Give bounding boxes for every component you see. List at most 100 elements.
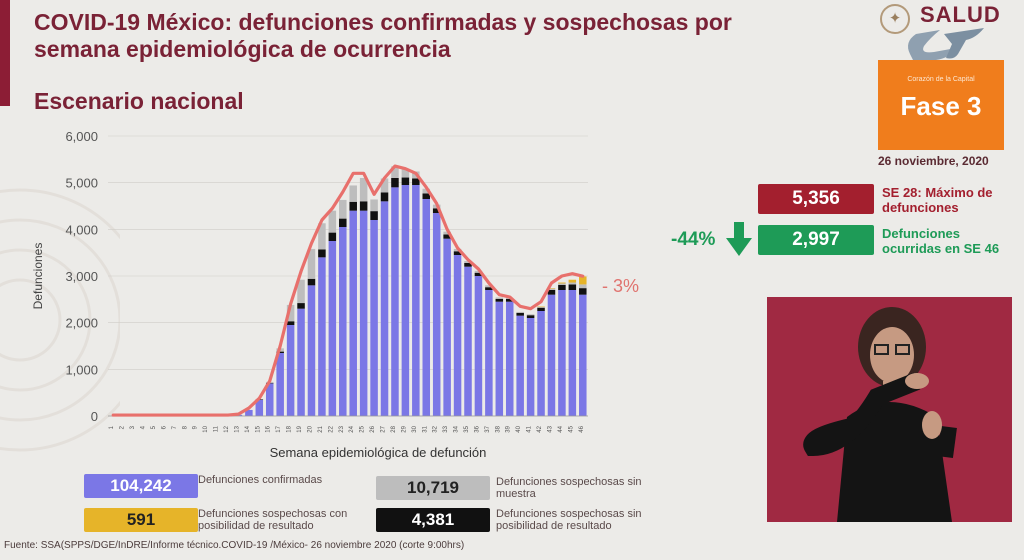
bar-segment bbox=[276, 353, 284, 416]
x-tick-label: 11 bbox=[214, 425, 220, 432]
x-tick-label: 19 bbox=[297, 425, 303, 432]
bar-segment bbox=[265, 383, 274, 416]
bar-segment bbox=[568, 279, 577, 283]
x-tick-label: 9 bbox=[193, 425, 199, 429]
bar-segment bbox=[349, 185, 357, 202]
bar-segment bbox=[495, 298, 504, 302]
bar-segment bbox=[443, 234, 451, 239]
bar-segment bbox=[558, 290, 566, 416]
bar-segment bbox=[359, 178, 368, 202]
x-tick-label: 5 bbox=[151, 425, 157, 429]
x-tick-label: 6 bbox=[161, 425, 167, 429]
x-tick-label: 46 bbox=[579, 425, 585, 432]
x-tick-label: 36 bbox=[474, 425, 480, 432]
y-tick-label: 0 bbox=[91, 409, 98, 424]
x-tick-label: 26 bbox=[370, 425, 376, 432]
x-tick-label: 38 bbox=[495, 425, 501, 432]
bar-segment bbox=[391, 178, 399, 188]
bar-segment bbox=[391, 187, 399, 416]
bar-segment bbox=[422, 188, 431, 194]
bar-segment bbox=[495, 297, 504, 299]
bar-segment bbox=[537, 311, 545, 416]
total-line bbox=[111, 164, 585, 417]
bar-segment bbox=[286, 325, 295, 416]
bar-segment bbox=[401, 177, 410, 185]
bar-segment bbox=[453, 255, 462, 416]
bar-segment bbox=[547, 288, 556, 290]
x-tick-label: 37 bbox=[485, 425, 491, 432]
legend-confirmed-value: 104,242 bbox=[84, 474, 198, 498]
bar-segment bbox=[558, 282, 566, 284]
x-tick-label: 10 bbox=[203, 425, 209, 432]
legend-possible-value: 591 bbox=[84, 508, 198, 532]
x-tick-label: 40 bbox=[516, 425, 522, 432]
x-tick-label: 28 bbox=[391, 425, 397, 432]
bar-segment bbox=[307, 285, 316, 416]
legend-no-sample-label: Defunciones sospechosas sin muestra bbox=[496, 476, 642, 500]
x-axis-label: Semana epidemiológica de defunción bbox=[270, 445, 487, 460]
bar-segment bbox=[380, 201, 389, 416]
bar-segment bbox=[412, 178, 420, 185]
bar-segment bbox=[245, 409, 253, 416]
x-tick-label: 7 bbox=[172, 425, 178, 429]
x-tick-label: 44 bbox=[558, 425, 564, 432]
x-tick-label: 22 bbox=[328, 425, 334, 432]
bar-segment bbox=[380, 178, 389, 193]
bar-segment bbox=[359, 201, 368, 211]
x-tick-label: 8 bbox=[182, 425, 188, 429]
y-tick-label: 2,000 bbox=[65, 316, 98, 331]
bar-segment bbox=[286, 304, 295, 322]
max-deaths-label: SE 28: Máximo de defunciones bbox=[882, 185, 993, 215]
bar-segment bbox=[307, 278, 316, 286]
interpreter-image bbox=[767, 297, 1012, 522]
x-tick-label: 33 bbox=[443, 425, 449, 432]
bar-segment bbox=[412, 185, 420, 416]
bar-segment bbox=[297, 279, 305, 304]
bar-segment bbox=[370, 211, 378, 220]
bar-segment bbox=[526, 314, 535, 316]
bar-segment bbox=[579, 294, 587, 416]
bar-segment bbox=[328, 241, 337, 416]
bar-segment bbox=[547, 294, 556, 416]
bar-segment bbox=[579, 288, 587, 295]
y-tick-label: 4,000 bbox=[65, 222, 98, 237]
bar-segment bbox=[474, 276, 483, 416]
bar-segment bbox=[359, 210, 368, 416]
bar-segment bbox=[297, 303, 305, 309]
y-tick-label: 3,000 bbox=[65, 269, 98, 284]
legend-no-sample-value: 10,719 bbox=[376, 476, 490, 500]
bar-segment bbox=[537, 306, 545, 308]
sign-language-interpreter-video bbox=[767, 297, 1012, 522]
page-title: COVID-19 México: defunciones confirmadas… bbox=[34, 9, 732, 62]
bar-segment bbox=[318, 223, 326, 250]
seal-icon: ✦ bbox=[880, 4, 910, 34]
x-tick-label: 4 bbox=[141, 425, 147, 429]
x-tick-label: 45 bbox=[568, 425, 574, 432]
bar-segment bbox=[318, 249, 326, 258]
bar-segment bbox=[453, 251, 462, 255]
bar-segment bbox=[432, 208, 441, 213]
legend-no-possible-label: Defunciones sospechosas sin posibilidad … bbox=[496, 508, 642, 532]
bar-segment bbox=[568, 282, 577, 285]
report-date: 26 noviembre, 2020 bbox=[878, 154, 989, 168]
phase-label: Fase 3 bbox=[900, 91, 982, 121]
bar-segment bbox=[558, 284, 566, 290]
bar-segment bbox=[297, 308, 305, 416]
bar-segment bbox=[380, 192, 389, 202]
current-deaths-value: 2,997 bbox=[758, 225, 874, 255]
x-tick-label: 1 bbox=[109, 425, 115, 429]
bar-segment bbox=[255, 399, 264, 416]
y-tick-label: 5,000 bbox=[65, 176, 98, 191]
bar-segment bbox=[276, 351, 284, 353]
bar-segment bbox=[328, 232, 337, 241]
bar-segment bbox=[485, 287, 493, 290]
logo-text: SALUD bbox=[920, 2, 1001, 27]
bar-segment bbox=[537, 306, 545, 308]
x-tick-label: 2 bbox=[120, 425, 126, 429]
legend-no-possible-value: 4,381 bbox=[376, 508, 490, 532]
bar-segment bbox=[391, 166, 399, 178]
bar-segment bbox=[422, 199, 431, 416]
bar-segment bbox=[485, 285, 493, 288]
x-tick-label: 39 bbox=[506, 425, 512, 432]
x-tick-label: 42 bbox=[537, 425, 543, 432]
